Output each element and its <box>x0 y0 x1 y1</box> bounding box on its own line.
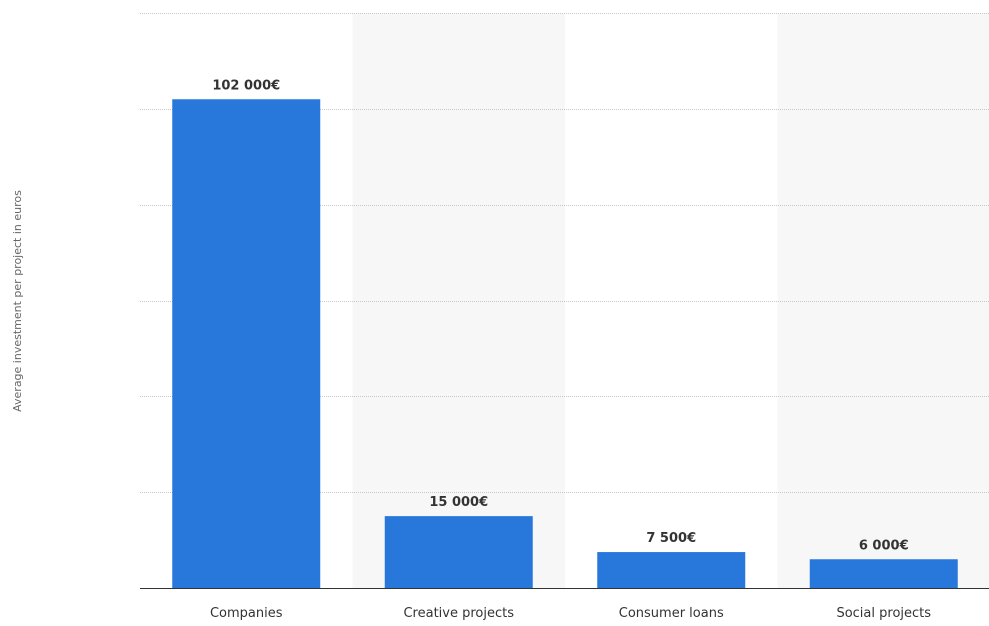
value-label-3: 7 500€ <box>646 531 696 546</box>
value-label-4: 6 000€ <box>859 538 909 553</box>
bar-4 <box>810 559 958 588</box>
category-label-1: Companies <box>210 606 283 621</box>
value-label-1: 102 000€ <box>212 78 280 93</box>
category-label-2: Creative projects <box>403 606 514 621</box>
value-label-2: 15 000€ <box>429 495 488 510</box>
y-axis-title: Average investment per project in euros <box>11 190 24 412</box>
bar-1 <box>172 99 320 588</box>
category-labels-group: Companies Creative projects Consumer loans… <box>210 606 931 621</box>
category-label-3: Consumer loans <box>619 606 724 621</box>
category-band-4 <box>778 13 989 588</box>
category-label-4: Social projects <box>836 606 931 621</box>
bar-2 <box>385 516 533 588</box>
bar-3 <box>597 552 745 588</box>
